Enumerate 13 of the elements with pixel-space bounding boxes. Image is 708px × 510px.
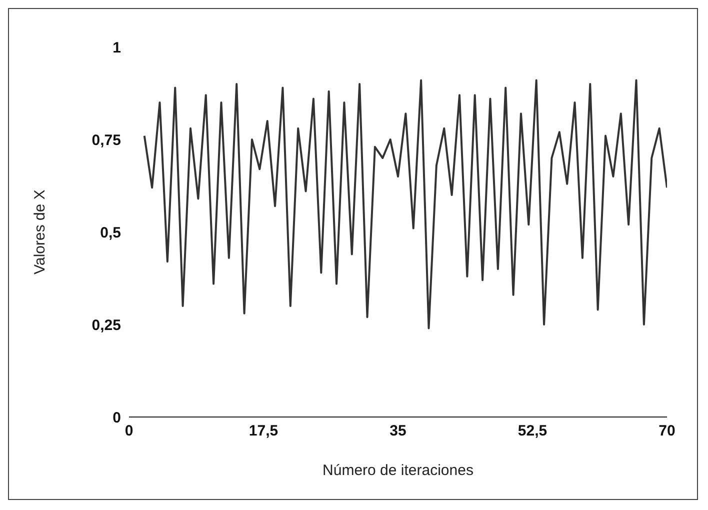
y-axis-title: Valores de X (31, 190, 48, 274)
x-tick-label: 35 (390, 422, 406, 440)
y-tick-label: 0,5 (100, 224, 121, 242)
x-tick-label: 70 (658, 422, 676, 440)
x-tick-label: 52,5 (518, 422, 548, 440)
line-series (143, 79, 667, 330)
x-tick-label: 17,5 (248, 422, 278, 440)
x-tick-label: 0 (124, 422, 134, 440)
y-tick-label: 0,25 (92, 316, 121, 334)
y-tick-label: 0,75 (92, 132, 121, 149)
y-tick-label: 1 (112, 39, 121, 56)
y-tick-label: 0 (112, 409, 121, 426)
x-axis-title: Número de iteraciones (322, 462, 474, 479)
